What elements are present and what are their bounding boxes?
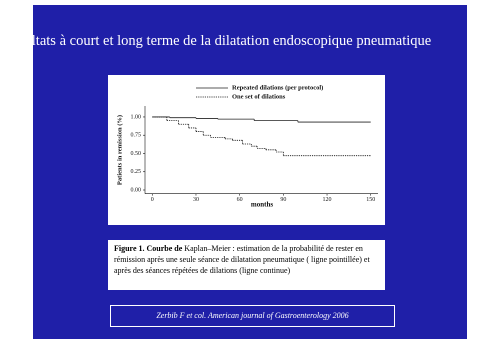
- figure-caption: Figure 1. Courbe de Kaplan–Meier : estim…: [108, 240, 385, 290]
- legend-label: One set of dilations: [232, 93, 286, 100]
- chart-background: [108, 75, 385, 225]
- citation: Zerbib F et col. American journal of Gas…: [110, 305, 395, 327]
- x-axis-label: months: [251, 201, 273, 209]
- x-tick-label: 60: [237, 197, 243, 203]
- x-tick-label: 90: [280, 197, 286, 203]
- x-tick-label: 150: [366, 197, 375, 203]
- y-tick-label: 0.50: [131, 151, 142, 157]
- caption-text: Kaplan–Meier : estimation de la probabil…: [114, 244, 370, 275]
- y-tick-label: 0.00: [131, 187, 142, 193]
- y-tick-label: 0.25: [131, 169, 142, 175]
- y-tick-label: 1.00: [131, 114, 142, 120]
- x-tick-label: 30: [193, 197, 199, 203]
- y-tick-label: 0.75: [131, 133, 142, 139]
- legend-label: Repeated dilations (per protocol): [232, 84, 323, 91]
- x-tick-label: 120: [323, 197, 332, 203]
- x-tick-label: 0: [151, 197, 154, 203]
- slide-title: Résultats à court et long terme de la di…: [2, 33, 432, 49]
- y-axis-label: Patients in remission (%): [116, 115, 123, 185]
- chart: months Patients in remission (%) 0.00 0.2…: [108, 75, 385, 225]
- caption-bold: Figure 1. Courbe de: [114, 244, 183, 253]
